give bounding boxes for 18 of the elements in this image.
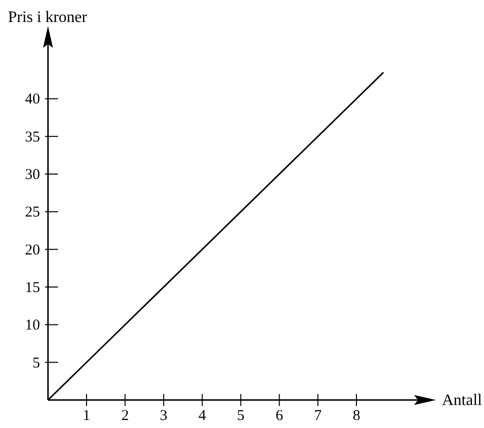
x-tick-label: 3	[160, 408, 168, 424]
y-tick-label: 10	[25, 318, 40, 334]
x-tick-label: 2	[121, 408, 129, 424]
x-tick-label: 6	[276, 408, 284, 424]
y-tick-label: 5	[32, 355, 40, 372]
y-tick-label: 40	[25, 92, 40, 108]
y-tick-label: 25	[25, 204, 40, 221]
x-tick-label: 5	[237, 408, 245, 424]
y-tick-label: 35	[25, 129, 40, 146]
y-tick-label: 20	[25, 242, 40, 258]
x-tick-label: 8	[352, 408, 360, 424]
y-tick-label: 15	[25, 280, 40, 296]
y-tick-label: 30	[25, 167, 40, 184]
x-axis-title: Antall	[442, 392, 483, 409]
x-tick-label: 4	[198, 408, 206, 424]
x-tick-label: 7	[314, 408, 322, 424]
x-tick-label: 1	[82, 408, 90, 424]
y-axis-title: Pris i kroner	[8, 9, 88, 26]
